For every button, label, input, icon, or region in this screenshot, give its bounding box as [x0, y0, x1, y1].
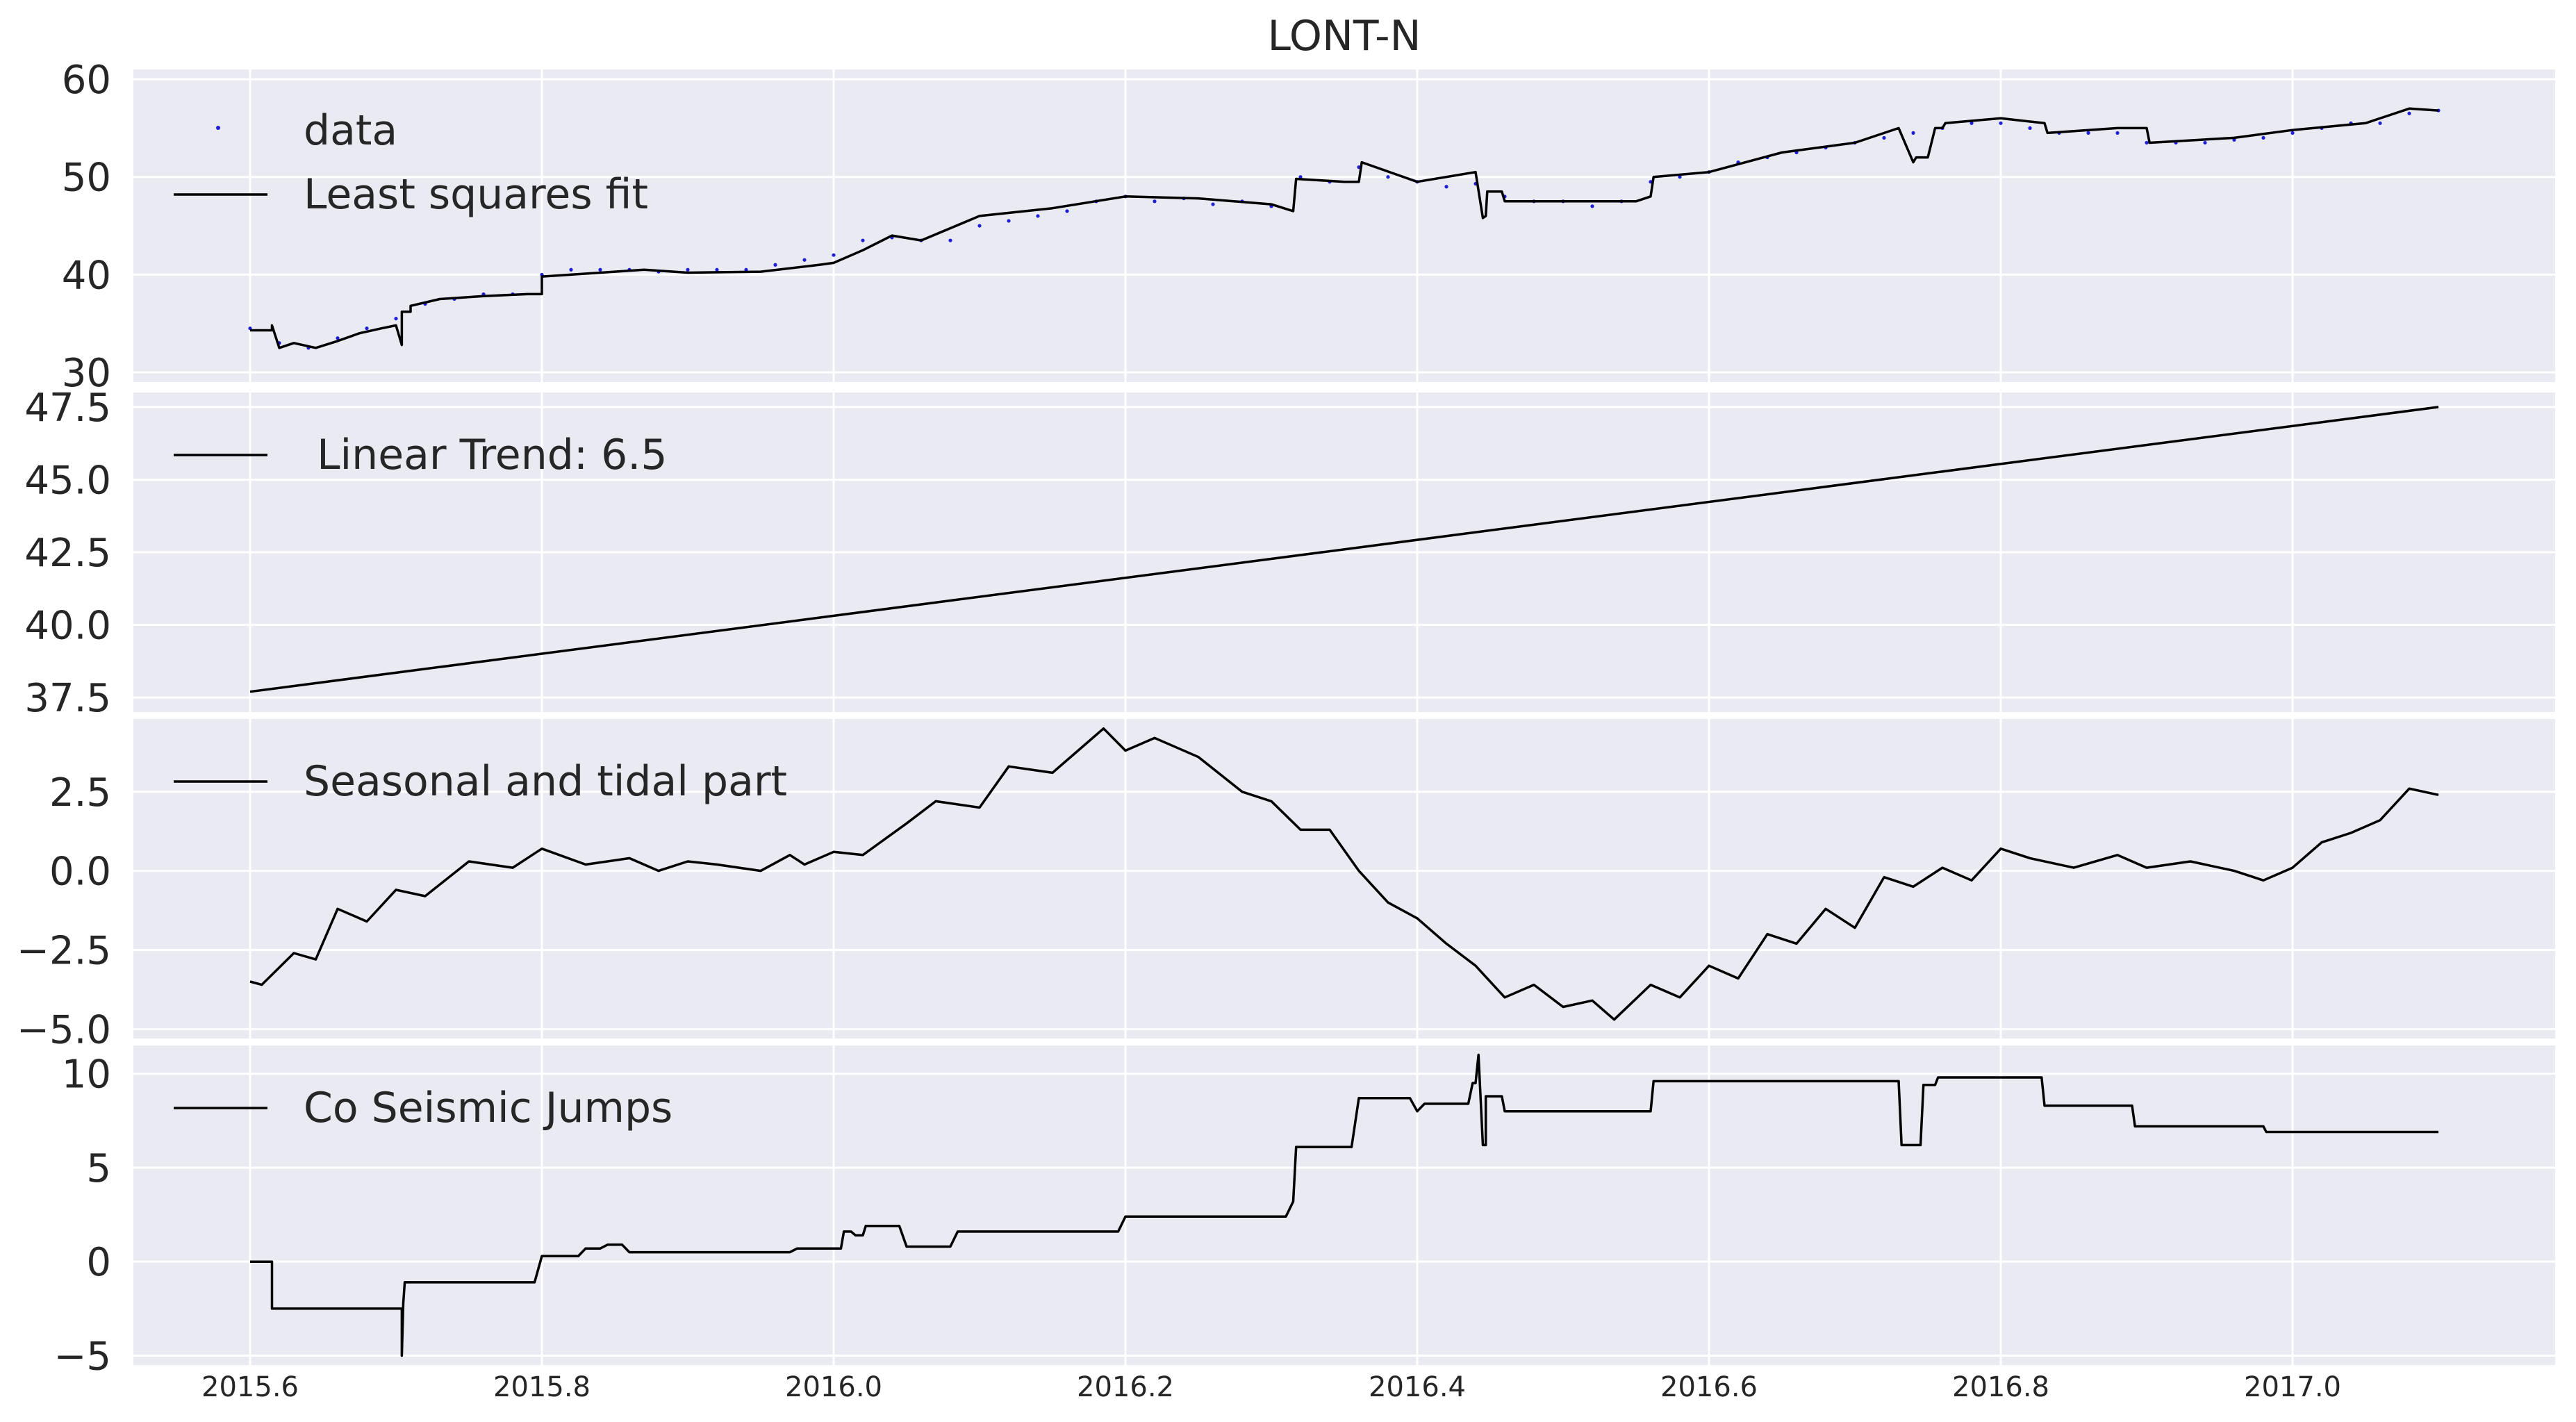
data-point [1386, 175, 1390, 179]
y-tick-label: 30 [62, 351, 111, 396]
data-point [1065, 209, 1069, 213]
y-tick-label: 40 [62, 253, 111, 298]
legend-label: Linear Trend: 6.5 [304, 431, 668, 479]
data-point [977, 224, 982, 228]
x-tick-label: 2016.4 [1369, 1371, 1466, 1403]
series-line-data [250, 107, 2439, 349]
data-point [948, 238, 952, 242]
y-tick-label: −5 [53, 1334, 111, 1379]
legend-entry: data [216, 106, 397, 155]
y-tick-label: 5 [86, 1146, 111, 1191]
x-tick-label: 2016.2 [1077, 1371, 1174, 1403]
data-point [1999, 121, 2003, 125]
data-point [1444, 185, 1448, 189]
data-point [2261, 135, 2265, 140]
legend-entry: Linear Trend: 6.5 [174, 431, 668, 479]
y-tick-label: 40.0 [24, 604, 111, 649]
data-point [686, 267, 690, 272]
data-point [2145, 140, 2149, 145]
data-point [2407, 111, 2411, 115]
chart-title: LONT-N [1267, 12, 1421, 60]
y-tick-label: 45.0 [24, 458, 111, 503]
y-tick-label: 0.0 [49, 850, 111, 895]
panel-jumps: −5 0 5 10 Co Seismic Jumps [53, 1045, 2555, 1379]
data-point [1970, 121, 1974, 125]
data-point [598, 267, 602, 272]
legend-label: Seasonal and tidal part [304, 757, 787, 806]
data-point [394, 316, 398, 321]
legend-label: data [304, 106, 397, 155]
data-point [2378, 121, 2382, 125]
series-line-trend [249, 406, 2439, 693]
x-tick-label: 2015.8 [493, 1371, 591, 1403]
panel-trend: 37.5 40.0 42.5 45.0 47.5 Linear Trend: 6.5 [24, 386, 2555, 721]
x-tick-label: 2017.0 [2244, 1371, 2341, 1403]
data-point [802, 258, 807, 262]
x-tick-label: 2016.6 [1660, 1371, 1758, 1403]
panel-seasonal: −5.0 −2.5 0.0 2.5 Seasonal and tidal part [17, 719, 2555, 1052]
data-point [2203, 140, 2207, 145]
legend-label: Least squares fit [304, 170, 648, 219]
x-tick-label: 2016.0 [785, 1371, 882, 1403]
y-tick-label: 42.5 [24, 531, 111, 576]
data-point [773, 263, 777, 267]
x-tick-label: 2015.6 [201, 1371, 299, 1403]
data-point [2115, 131, 2120, 135]
data-point [1007, 219, 1011, 223]
panel-background [133, 1045, 2555, 1365]
x-axis: 2015.6 2015.8 2016.0 2016.2 2016.4 2016.6 2016… [201, 1371, 2341, 1403]
data-point [2086, 131, 2090, 135]
legend-entry: Co Seismic Jumps [174, 1084, 672, 1132]
data-point [2290, 131, 2295, 135]
legend-marker [216, 126, 220, 130]
data-point [1590, 204, 1594, 208]
data-point [1211, 202, 1215, 206]
y-tick-label: 10 [62, 1052, 111, 1098]
data-point [715, 267, 719, 272]
y-tick-label: −5.0 [17, 1007, 111, 1052]
y-tick-label: 50 [62, 156, 111, 201]
data-point [1298, 175, 1303, 179]
data-point [1153, 199, 1157, 204]
y-tick-label: 47.5 [24, 386, 111, 431]
y-tick-label: 2.5 [49, 770, 111, 816]
legend-entry: Least squares fit [174, 170, 648, 219]
data-point [1911, 131, 1915, 135]
y-tick-label: 60 [62, 58, 111, 103]
data-point [569, 267, 573, 272]
x-tick-label: 2016.8 [1952, 1371, 2049, 1403]
y-tick-label: −2.5 [17, 928, 111, 973]
panel-background [133, 719, 2555, 1039]
data-point [365, 326, 369, 331]
series-line-jumps [250, 1053, 2438, 1357]
data-point [861, 238, 865, 242]
data-point [744, 267, 748, 272]
y-tick-label: 37.5 [24, 676, 111, 721]
panel-data: 30 40 50 60 data Least squares fit [62, 58, 2555, 396]
legend-entry: Seasonal and tidal part [174, 757, 787, 806]
data-point [1036, 214, 1040, 218]
y-tick-label: 0 [86, 1240, 111, 1285]
data-point [2028, 126, 2032, 130]
legend-label: Co Seismic Jumps [304, 1084, 672, 1132]
panel-background [133, 69, 2555, 382]
data-point [1678, 175, 1682, 179]
data-point [1882, 135, 1886, 140]
data-point [336, 336, 340, 340]
series-line-seasonal [249, 727, 2439, 1021]
data-point [832, 253, 836, 257]
